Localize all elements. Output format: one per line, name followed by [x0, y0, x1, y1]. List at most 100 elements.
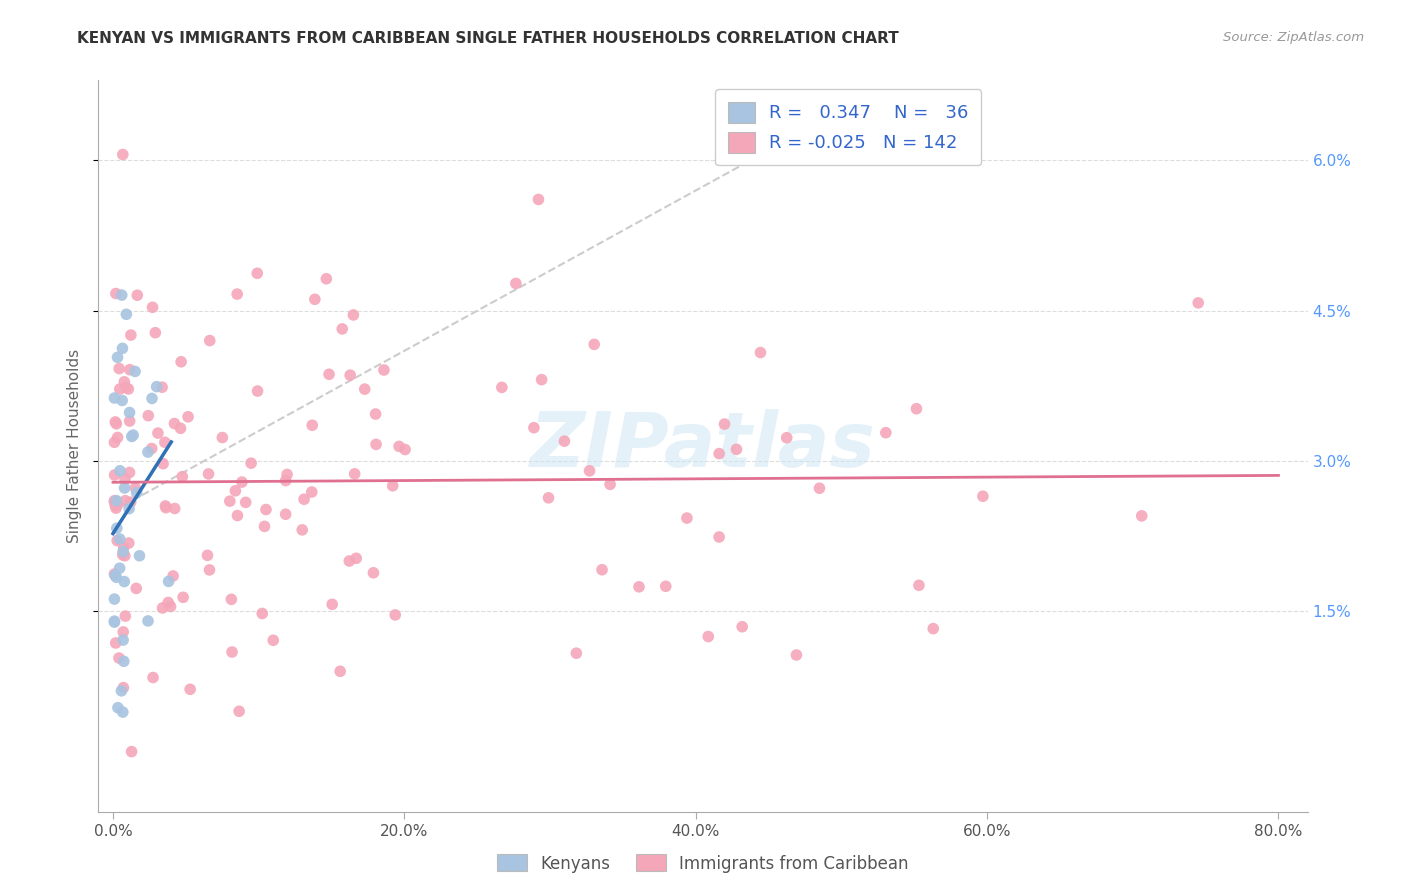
Point — [146, 426, 169, 441]
Point — [231, 475, 253, 489]
Point — [697, 630, 720, 644]
Point — [198, 563, 221, 577]
Point — [118, 466, 141, 480]
Point — [105, 493, 128, 508]
Point — [125, 486, 148, 500]
Text: KENYAN VS IMMIGRANTS FROM CARIBBEAN SINGLE FATHER HOUSEHOLDS CORRELATION CHART: KENYAN VS IMMIGRANTS FROM CARIBBEAN SING… — [77, 31, 898, 46]
Point — [162, 569, 184, 583]
Point — [121, 745, 143, 759]
Point — [155, 499, 177, 513]
Point — [124, 481, 146, 495]
Point — [105, 501, 128, 516]
Point — [111, 147, 134, 161]
Point — [344, 551, 367, 566]
Point — [197, 549, 219, 563]
Point — [103, 614, 125, 628]
Point — [104, 415, 127, 429]
Point — [141, 442, 163, 456]
Point — [152, 457, 174, 471]
Point — [321, 598, 343, 612]
Point — [111, 393, 134, 408]
Point — [218, 494, 240, 508]
Point — [172, 591, 194, 605]
Point — [157, 595, 180, 609]
Point — [221, 592, 243, 607]
Point — [141, 392, 163, 406]
Point — [527, 193, 550, 207]
Point — [105, 533, 128, 548]
Point — [565, 646, 588, 660]
Text: ZIPatlas: ZIPatlas — [530, 409, 876, 483]
Point — [108, 464, 131, 478]
Text: Source: ZipAtlas.com: Source: ZipAtlas.com — [1223, 31, 1364, 45]
Point — [749, 345, 772, 359]
Point — [107, 430, 129, 444]
Point — [776, 431, 799, 445]
Point — [292, 492, 315, 507]
Point — [381, 479, 404, 493]
Point — [707, 530, 730, 544]
Point — [104, 568, 127, 582]
Point — [111, 548, 134, 562]
Point — [120, 328, 142, 343]
Point — [254, 502, 277, 516]
Point — [226, 287, 249, 301]
Point — [707, 447, 730, 461]
Point — [114, 472, 136, 486]
Point — [108, 361, 131, 376]
Point — [103, 493, 125, 508]
Point — [103, 391, 125, 405]
Point — [627, 580, 650, 594]
Point — [922, 622, 945, 636]
Point — [117, 382, 139, 396]
Point — [537, 491, 560, 505]
Point — [221, 645, 243, 659]
Point — [122, 428, 145, 442]
Point — [112, 541, 135, 555]
Point — [179, 682, 201, 697]
Point — [114, 549, 136, 563]
Point — [394, 442, 416, 457]
Point — [276, 467, 298, 482]
Point — [384, 607, 406, 622]
Point — [905, 401, 928, 416]
Point — [112, 681, 135, 695]
Point — [246, 384, 269, 398]
Point — [591, 563, 613, 577]
Point — [105, 521, 128, 535]
Point — [112, 624, 135, 639]
Legend: Kenyans, Immigrants from Caribbean: Kenyans, Immigrants from Caribbean — [491, 847, 915, 880]
Point — [111, 288, 134, 302]
Point — [235, 495, 257, 509]
Point — [114, 493, 136, 508]
Point — [103, 435, 125, 450]
Point — [172, 469, 194, 483]
Point — [103, 615, 125, 630]
Point — [112, 654, 135, 668]
Point — [127, 288, 149, 302]
Point — [110, 683, 132, 698]
Point — [262, 633, 284, 648]
Point — [1130, 508, 1153, 523]
Point — [143, 326, 166, 340]
Point — [253, 519, 276, 533]
Point — [972, 489, 994, 503]
Point — [599, 477, 621, 491]
Point — [246, 266, 269, 280]
Point — [157, 574, 180, 589]
Point — [197, 467, 219, 481]
Point — [103, 592, 125, 607]
Point — [329, 665, 352, 679]
Point — [343, 467, 366, 481]
Point — [342, 308, 364, 322]
Point — [291, 523, 314, 537]
Point — [108, 532, 131, 546]
Point — [388, 439, 411, 453]
Point — [125, 582, 148, 596]
Point — [523, 420, 546, 434]
Point — [170, 355, 193, 369]
Point — [211, 430, 233, 444]
Point — [114, 609, 136, 624]
Point — [330, 322, 353, 336]
Point — [159, 599, 181, 614]
